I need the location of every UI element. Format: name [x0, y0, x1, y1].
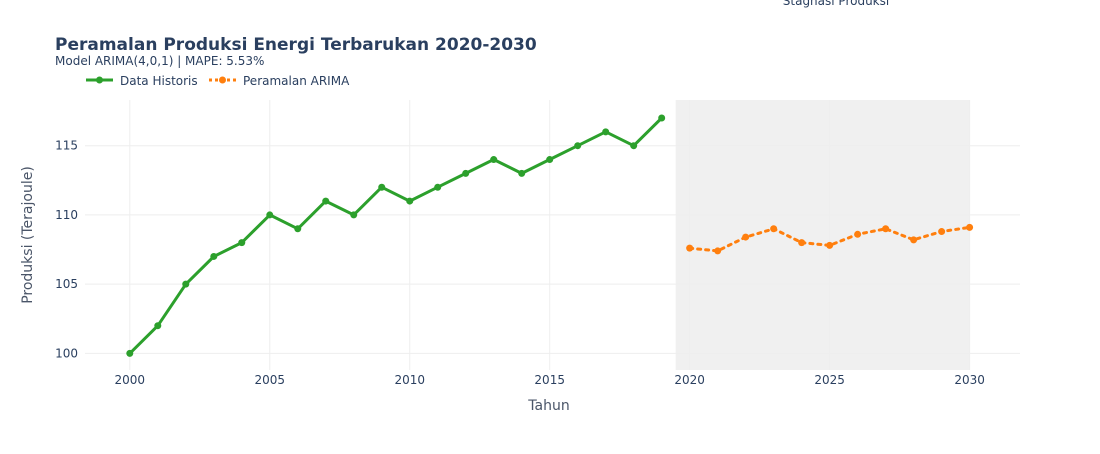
series-1-point[interactable]: [882, 225, 890, 233]
series-0-point[interactable]: [350, 211, 358, 219]
x-tick-label: 2015: [534, 373, 565, 387]
chart-subtitle: Model ARIMA(4,0,1) | MAPE: 5.53%: [55, 54, 264, 68]
x-axis-label: Tahun: [527, 398, 569, 414]
series-1-point[interactable]: [910, 236, 918, 244]
series-0-point[interactable]: [126, 349, 134, 357]
legend[interactable]: Data Historis Peramalan ARIMA: [86, 74, 350, 88]
legend-item-historis[interactable]: Data Historis: [86, 74, 198, 88]
y-tick-label: 115: [55, 139, 78, 153]
y-tick-label: 105: [55, 277, 78, 291]
series-1-point[interactable]: [798, 239, 806, 247]
legend-label-arima: Peramalan ARIMA: [243, 74, 350, 88]
series-1-point[interactable]: [742, 233, 750, 241]
x-tick-label: 2025: [814, 373, 845, 387]
series-0-point[interactable]: [154, 322, 162, 330]
y-tick-label: 100: [55, 346, 78, 360]
legend-item-arima[interactable]: Peramalan ARIMA: [209, 74, 350, 88]
series-1-point[interactable]: [686, 244, 694, 252]
chart-title: Peramalan Produksi Energi Terbarukan 202…: [55, 35, 537, 55]
series-0-point[interactable]: [182, 280, 190, 288]
forecast-region: [675, 100, 970, 370]
series-0-point[interactable]: [658, 114, 666, 122]
y-tick-label: 110: [55, 208, 78, 222]
series-0-point[interactable]: [602, 128, 610, 136]
series-1-point[interactable]: [826, 241, 834, 249]
x-tick-label: 2010: [394, 373, 425, 387]
series-0-point[interactable]: [546, 156, 554, 164]
series-0-point[interactable]: [266, 211, 274, 219]
series-0-point[interactable]: [518, 169, 526, 177]
legend-marker-arima: [219, 76, 226, 84]
y-axis-label: Produksi (Terajoule): [20, 166, 36, 304]
x-tick-label: 2030: [954, 373, 985, 387]
series-1-point[interactable]: [938, 228, 946, 236]
series-0-point[interactable]: [238, 239, 246, 247]
series-0-point[interactable]: [462, 169, 470, 177]
legend-marker-historis: [96, 76, 103, 84]
x-tick-label: 2000: [115, 373, 146, 387]
series-line-0: [128, 116, 664, 355]
series-1-point[interactable]: [714, 247, 722, 255]
x-tick-label: 2005: [254, 373, 285, 387]
series-1-point[interactable]: [966, 223, 974, 231]
series-0-point[interactable]: [434, 183, 442, 191]
series-0-point[interactable]: [574, 142, 582, 150]
chart-annotation: Stagnasi Produksi: [783, 0, 889, 8]
series-1-point[interactable]: [770, 225, 778, 233]
series-0-point[interactable]: [294, 225, 302, 233]
x-tick-label: 2020: [674, 373, 705, 387]
legend-label-historis: Data Historis: [120, 74, 198, 88]
series-0-point[interactable]: [322, 197, 330, 205]
series-0-point[interactable]: [406, 197, 414, 205]
series-1-point[interactable]: [854, 230, 862, 238]
series-0-point[interactable]: [378, 183, 386, 191]
series-0-point[interactable]: [210, 252, 218, 260]
series-0-point[interactable]: [630, 142, 638, 150]
series-0-point[interactable]: [490, 156, 498, 164]
